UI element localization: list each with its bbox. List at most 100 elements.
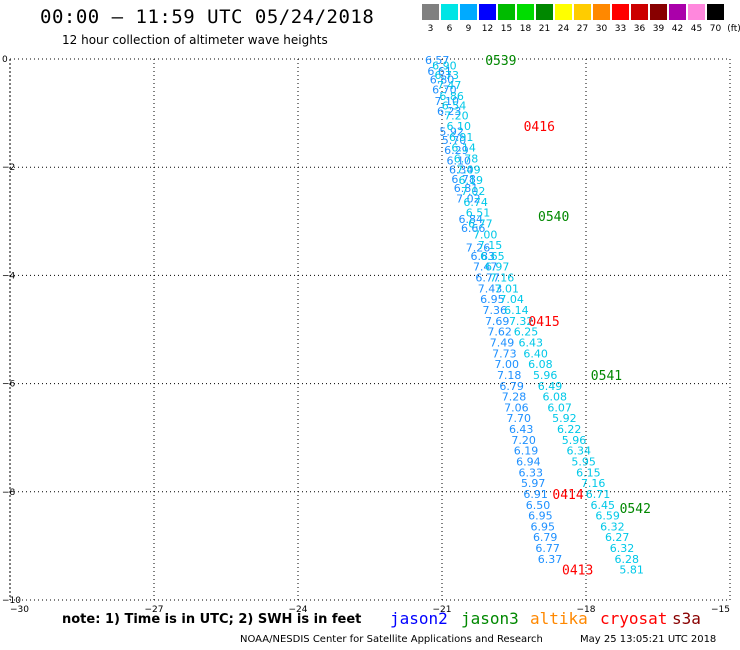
color-scale-swatch: [688, 4, 705, 20]
footer-note: note: 1) Time is in UTC; 2) SWH is in fe…: [62, 612, 362, 627]
swh-value-jason3: 6.78: [451, 173, 476, 186]
satellite-legend-jason3: jason3: [461, 609, 519, 628]
swh-value-jason3: 7.06: [504, 401, 529, 414]
swh-value-jason2: 7.02: [461, 185, 486, 198]
swh-value-jason3: 7.47: [473, 261, 498, 274]
swh-value-jason2: 5.96: [562, 434, 587, 447]
swh-value-jason2: 6.65: [480, 250, 505, 263]
swh-value-jason2: 6.78: [454, 153, 479, 166]
color-scale-label: 27: [576, 24, 589, 34]
pass-time-label: 0540: [538, 210, 569, 225]
color-scale-label: 21: [538, 24, 551, 34]
swh-value-jason3: 7.02: [456, 193, 481, 206]
swh-value-jason3: 6.66: [461, 222, 486, 235]
swh-value-jason3: 6.91: [523, 488, 548, 501]
swh-value-jason2: 6.10: [447, 120, 472, 133]
swh-value-jason2: 6.27: [605, 531, 630, 544]
swh-value-jason3: 7.26: [466, 241, 491, 254]
swh-value-jason2: 6.59: [595, 510, 620, 523]
color-scale-label: 9: [465, 24, 472, 34]
swh-value-jason3: 6.79: [533, 531, 558, 544]
swh-value-jason3: 7.49: [490, 336, 515, 349]
color-scale-swatch: [517, 4, 534, 20]
color-scale-swatch: [631, 4, 648, 20]
swh-value-jason2: 7.47: [437, 79, 462, 92]
color-scale-label: 45: [690, 24, 703, 34]
x-tick-label: −18: [577, 605, 596, 615]
swh-value-jason2: 6.86: [439, 90, 464, 103]
swh-value-jason2: 6.45: [591, 499, 616, 512]
swh-value-jason2: 6.71: [586, 488, 611, 501]
plot-frame: [9, 58, 731, 601]
color-scale-swatch: [460, 4, 477, 20]
swh-value-jason3: 5.92: [439, 125, 464, 138]
y-tick-label: −4: [2, 271, 16, 281]
swh-value-jason2: 6.49: [538, 380, 563, 393]
swh-value-jason2: 5.95: [571, 456, 596, 469]
color-scale-label: 18: [519, 24, 532, 34]
swh-value-jason2: 6.40: [523, 347, 548, 360]
satellite-legend-jason2: jason2: [390, 609, 448, 628]
satellite-legend-s3a: s3a: [672, 609, 701, 628]
page-title: 00:00 – 11:59 UTC 05/24/2018: [40, 6, 375, 28]
swh-value-jason3: 6.77: [535, 542, 560, 555]
swh-value-jason2: 6.28: [615, 553, 640, 566]
color-scale-label: 6: [446, 24, 453, 34]
swh-value-jason2: 7.00: [473, 228, 498, 241]
swh-value-jason3: 6.77: [475, 272, 500, 285]
swh-value-jason3: 6.57: [425, 54, 450, 67]
swh-value-jason3: 6.84: [459, 213, 484, 226]
color-scale-label: 36: [633, 24, 646, 34]
swh-value-jason2: 5.92: [552, 412, 577, 425]
swh-value-jason2: 7.09: [456, 163, 481, 176]
color-scale-swatch: [479, 4, 496, 20]
pass-time-label: 0541: [591, 369, 622, 384]
swh-value-jason3: 7.62: [487, 326, 512, 339]
swh-value-jason2: 6.77: [468, 217, 493, 230]
x-tick-label: −30: [10, 605, 29, 615]
x-tick-label: −27: [145, 605, 164, 615]
swh-value-jason2: 6.34: [567, 445, 592, 458]
color-scale-swatch: [422, 4, 439, 20]
swh-value-jason2: 6.90: [432, 59, 457, 72]
color-scale-label: 24: [557, 24, 570, 34]
swh-value-jason3: 6.70: [432, 83, 457, 96]
color-scale-swatch: [555, 4, 572, 20]
y-tick-label: −8: [2, 488, 16, 498]
swh-value-jason3: 6.80: [430, 74, 455, 87]
swh-value-jason2: 7.01: [495, 282, 520, 295]
color-scale-swatch: [498, 4, 515, 20]
swh-value-jason2: 6.08: [528, 358, 553, 371]
swh-value-jason3: 7.18: [497, 369, 522, 382]
swh-value-jason3: 6.94: [516, 456, 541, 469]
y-tick-label: −10: [2, 596, 21, 606]
swh-value-jason3: 6.23: [437, 105, 462, 118]
swh-value-jason2: 6.14: [451, 142, 476, 155]
swh-value-jason2: 6.32: [610, 542, 635, 555]
swh-value-jason3: 6.50: [526, 499, 551, 512]
color-scale-label: 12: [481, 24, 494, 34]
swh-value-jason3: 6.61: [427, 65, 452, 78]
x-tick-label: −15: [711, 605, 730, 615]
swh-value-jason2: 6.15: [576, 466, 601, 479]
color-scale-swatch: [707, 4, 724, 20]
color-scale-label: 70: [709, 24, 722, 34]
color-scale-label: 39: [652, 24, 665, 34]
color-scale-swatch: [612, 4, 629, 20]
page-subtitle: 12 hour collection of altimeter wave hei…: [62, 33, 328, 47]
swh-value-jason3: 7.00: [495, 358, 520, 371]
pass-time-label: 0415: [528, 315, 559, 330]
swh-value-jason2: 7.20: [444, 109, 469, 122]
color-scale-swatch: [536, 4, 553, 20]
swh-value-jason2: 6.22: [557, 423, 582, 436]
swh-value-jason2: 6.25: [514, 326, 539, 339]
swh-value-jason2: 6.19: [459, 174, 484, 187]
swh-value-jason2: 6.51: [466, 207, 491, 220]
swh-value-jason3: 7.43: [478, 282, 503, 295]
x-tick-label: −24: [289, 605, 308, 615]
swh-value-jason2: 6.43: [519, 336, 544, 349]
swh-value-jason3: 7.20: [511, 434, 536, 447]
pass-time-label: 0413: [562, 564, 593, 579]
swh-value-jason3: 7.69: [485, 315, 510, 328]
y-tick-label: −2: [2, 163, 15, 173]
